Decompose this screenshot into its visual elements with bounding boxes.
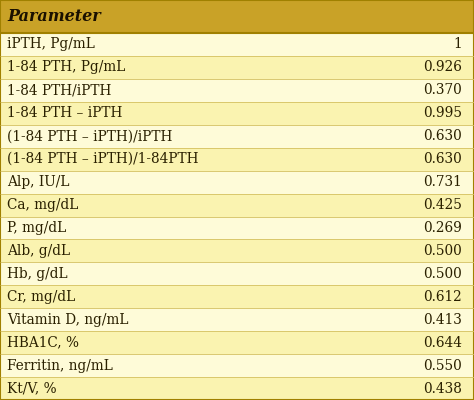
Text: HBA1C, %: HBA1C, % [7,336,79,350]
Bar [0,148,474,171]
Text: Cr, mg/dL: Cr, mg/dL [7,290,75,304]
Bar [0,125,474,148]
Text: 0.500: 0.500 [423,267,462,281]
Text: Alb, g/dL: Alb, g/dL [7,244,70,258]
Text: 0.413: 0.413 [423,313,462,327]
Text: 1: 1 [454,38,462,52]
Bar [0,285,474,308]
Text: Hb, g/dL: Hb, g/dL [7,267,68,281]
Text: 1-84 PTH – iPTH: 1-84 PTH – iPTH [7,106,122,120]
Bar [0,377,474,400]
Bar [0,240,474,262]
Text: 0.995: 0.995 [423,106,462,120]
Text: 0.438: 0.438 [423,382,462,396]
Text: 0.731: 0.731 [423,175,462,189]
Bar [0,171,474,194]
Text: P, mg/dL: P, mg/dL [7,221,66,235]
Bar [0,354,474,377]
Text: 0.269: 0.269 [423,221,462,235]
Text: (1-84 PTH – iPTH)/1-84PTH: (1-84 PTH – iPTH)/1-84PTH [7,152,199,166]
Text: (1-84 PTH – iPTH)/iPTH: (1-84 PTH – iPTH)/iPTH [7,129,173,143]
Bar [0,0,474,33]
Text: 0.630: 0.630 [423,129,462,143]
Text: 0.550: 0.550 [423,358,462,372]
Text: 1-84 PTH, Pg/mL: 1-84 PTH, Pg/mL [7,60,126,74]
Text: Ca, mg/dL: Ca, mg/dL [7,198,79,212]
Bar [0,262,474,285]
Bar [0,56,474,79]
Bar [0,216,474,240]
Text: 1-84 PTH/iPTH: 1-84 PTH/iPTH [7,83,111,97]
Bar [0,79,474,102]
Text: 0.370: 0.370 [423,83,462,97]
Text: Alp, IU/L: Alp, IU/L [7,175,70,189]
Text: 0.644: 0.644 [423,336,462,350]
Bar [0,102,474,125]
Bar [0,331,474,354]
Bar [0,33,474,56]
Text: 0.612: 0.612 [423,290,462,304]
Text: 0.425: 0.425 [423,198,462,212]
Text: Ferritin, ng/mL: Ferritin, ng/mL [7,358,113,372]
Bar [0,194,474,216]
Text: Parameter: Parameter [7,8,101,25]
Text: 0.926: 0.926 [423,60,462,74]
Text: Kt/V, %: Kt/V, % [7,382,57,396]
Text: Vitamin D, ng/mL: Vitamin D, ng/mL [7,313,128,327]
Text: 0.500: 0.500 [423,244,462,258]
Bar [0,308,474,331]
Text: 0.630: 0.630 [423,152,462,166]
Text: iPTH, Pg/mL: iPTH, Pg/mL [7,38,95,52]
